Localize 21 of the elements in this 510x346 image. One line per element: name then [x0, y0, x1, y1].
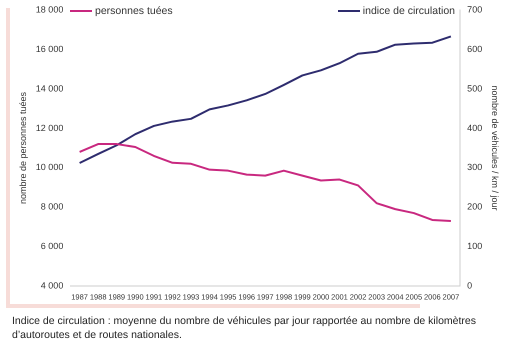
y-tick-label: 4 000 — [40, 280, 64, 290]
y-tick-label: 12 000 — [36, 122, 64, 133]
y2-axis-title: nombre de véhicules / km / jour — [490, 85, 500, 211]
y2-tick-label: 700 — [467, 4, 482, 14]
y2-tick-label: 300 — [467, 162, 482, 172]
y-axis-title: nombre de personnes tuées — [18, 91, 28, 204]
y2-tick-label: 600 — [467, 44, 482, 54]
y-tick-label: 8 000 — [40, 202, 64, 212]
y-tick-label: 14 000 — [36, 83, 64, 94]
y2-tick-label: 200 — [467, 202, 482, 212]
legend-label: indice de circulation — [362, 5, 455, 17]
legend-label: personnes tuées — [95, 5, 173, 17]
y-tick-label: 6 000 — [40, 241, 64, 252]
y-tick-label: 16 000 — [36, 44, 64, 54]
y-tick-label: 10 000 — [36, 162, 64, 172]
text: Indice de circulation : moyenne du nombre de véhicules par jour rapportée au nombre de kilomètres d’autoroutes et de routes nationales. — [12, 314, 478, 342]
y2-tick-label: 0 — [467, 280, 472, 290]
y2-tick-label: 400 — [467, 122, 482, 133]
y2-tick-label: 500 — [467, 83, 482, 94]
y2-tick-label: 100 — [467, 241, 482, 252]
y-tick-label: 18 000 — [36, 4, 64, 14]
